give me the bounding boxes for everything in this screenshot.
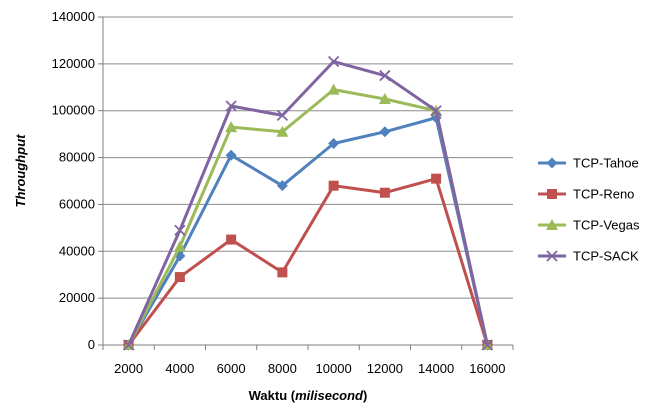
series-line: [127, 116, 489, 346]
y-tick-label: 40000: [59, 243, 95, 258]
y-tick-label: 120000: [52, 56, 95, 71]
legend-item: TCP-Reno: [538, 187, 634, 202]
legend-label: TCP-Reno: [573, 187, 634, 202]
data-point-diamond: [379, 126, 391, 138]
legend-label: TCP-Tahoe: [573, 156, 639, 171]
x-tick-label: 6000: [217, 361, 246, 376]
y-tick-label: 80000: [59, 150, 95, 165]
series-tcp-reno: [123, 173, 493, 350]
series-line: [127, 177, 489, 346]
data-point-x: [430, 105, 442, 117]
legend-item: TCP-SACK: [538, 249, 639, 264]
x-axis-title-suffix: ): [363, 388, 367, 403]
data-point-square: [174, 272, 185, 283]
data-point-triangle: [225, 121, 238, 133]
y-tick-label: 100000: [52, 103, 95, 118]
data-point-square: [431, 173, 442, 184]
y-axis-title: Throughput: [13, 134, 28, 208]
x-axis-title: Waktu (milisecond): [249, 388, 368, 403]
data-point-x: [174, 224, 186, 236]
data-point-triangle: [173, 240, 186, 252]
data-point-square: [328, 180, 339, 191]
legend-label: TCP-Vegas: [573, 218, 640, 233]
data-point-square: [226, 234, 237, 245]
data-point-triangle: [378, 93, 391, 104]
y-tick-label: 140000: [52, 9, 95, 24]
legend: TCP-Tahoe TCP-Reno TCP-Vegas TCP-SACK: [538, 156, 640, 264]
y-tick-label: 60000: [59, 196, 95, 211]
data-point-diamond: [276, 180, 288, 192]
x-axis-title-prefix: Waktu (: [249, 388, 296, 403]
data-point-x: [327, 55, 340, 68]
data-point-triangle: [327, 83, 340, 95]
series-line: [127, 60, 489, 346]
y-tick-label: 20000: [59, 290, 95, 305]
data-point-x: [379, 69, 391, 82]
legend-label: TCP-SACK: [573, 249, 639, 264]
legend-item: TCP-Tahoe: [538, 156, 639, 171]
x-tick-label: 12000: [367, 361, 403, 376]
x-axis-title-unit: milisecond: [295, 388, 364, 403]
data-point-x: [225, 100, 237, 112]
x-tick-label: 4000: [165, 361, 194, 376]
data-point-diamond: [225, 149, 237, 161]
data-point-square: [277, 267, 288, 278]
data-point-diamond: [546, 157, 558, 169]
data-point-triangle: [546, 219, 558, 230]
data-point-x: [481, 339, 494, 351]
series-group: [122, 55, 494, 351]
data-point-square: [379, 187, 390, 198]
data-point-x: [546, 250, 558, 262]
x-tick-label: 14000: [418, 361, 454, 376]
y-tick-label: 0: [88, 337, 95, 352]
data-point-diamond: [328, 138, 340, 150]
data-point-x: [276, 109, 289, 122]
x-tick-label: 16000: [469, 361, 505, 376]
x-tick-label: 2000: [114, 361, 143, 376]
x-tick-label: 8000: [268, 361, 297, 376]
x-axis-ticks: 2000 4000 6000 8000 10000 12000 14000 16000: [102, 345, 514, 376]
series-tcp-sack: [122, 55, 494, 351]
data-point-triangle: [276, 125, 289, 137]
series-line: [127, 88, 489, 346]
data-point-x: [122, 339, 135, 351]
data-point-square: [547, 189, 557, 199]
y-axis-ticks: 0 20000 40000 60000 80000 100000 120000 140000: [52, 9, 103, 352]
legend-item: TCP-Vegas: [538, 218, 640, 233]
x-tick-label: 10000: [316, 361, 352, 376]
